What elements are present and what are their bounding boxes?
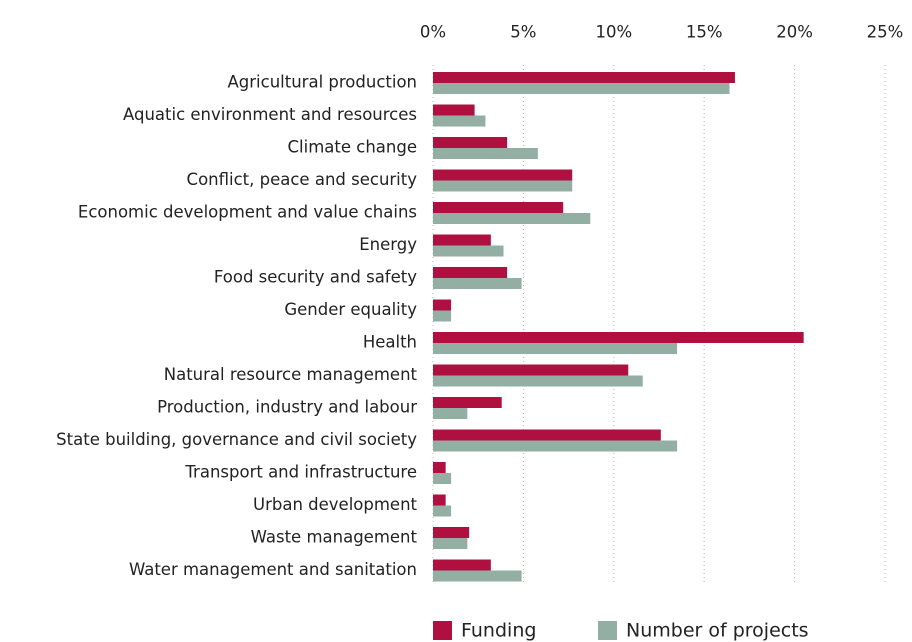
bar (433, 559, 491, 571)
bar (433, 375, 643, 387)
bar (433, 137, 508, 148)
bar (433, 527, 470, 538)
bar (433, 202, 564, 213)
bar (433, 332, 804, 343)
category-label: Water management and sanitation (129, 560, 417, 579)
category-label: Urban development (253, 495, 418, 514)
bar (433, 397, 502, 408)
category-label: Conflict, peace and security (187, 170, 418, 189)
bar (433, 299, 452, 311)
bar (433, 364, 629, 376)
bar (433, 72, 735, 83)
bar (433, 538, 468, 549)
category-label: Waste management (251, 528, 418, 547)
bar (433, 115, 486, 127)
bar (433, 570, 522, 582)
category-label: State building, governance and civil soc… (56, 430, 417, 449)
bar (433, 494, 446, 506)
x-tick-label: 20% (776, 23, 813, 42)
bar (433, 310, 452, 322)
bar (433, 343, 678, 354)
category-label: Economic development and value chains (78, 203, 417, 222)
bar (433, 505, 452, 517)
category-label: Agricultural production (228, 73, 418, 92)
legend-swatch (433, 621, 452, 640)
bar (433, 180, 573, 192)
bar (433, 440, 678, 452)
bar (433, 429, 661, 441)
category-label: Production, industry and labour (157, 398, 417, 417)
category-label: Food security and safety (214, 268, 417, 287)
legend-label: Number of projects (626, 620, 809, 642)
bar (433, 169, 573, 181)
category-label: Energy (359, 235, 417, 254)
category-label: Health (363, 333, 417, 352)
bar (433, 278, 522, 289)
x-tick-label: 0% (420, 23, 446, 42)
category-label: Aquatic environment and resources (123, 105, 417, 124)
bar (433, 408, 468, 419)
category-label: Transport and infrastructure (184, 463, 417, 482)
x-tick-label: 15% (686, 23, 723, 42)
bar (433, 462, 446, 473)
bar (433, 245, 504, 257)
bar (433, 83, 730, 94)
legend-label: Funding (461, 620, 536, 642)
bar (433, 267, 508, 278)
category-label: Gender equality (284, 300, 417, 319)
category-label: Climate change (288, 138, 417, 157)
bar (433, 234, 491, 246)
bar (433, 148, 538, 159)
x-tick-label: 25% (867, 23, 904, 42)
x-tick-label: 5% (510, 23, 536, 42)
x-tick-label: 10% (595, 23, 632, 42)
legend-swatch (598, 621, 617, 640)
category-label: Natural resource management (164, 365, 418, 384)
bar (433, 213, 591, 224)
bar (433, 104, 475, 116)
bar (433, 473, 452, 484)
